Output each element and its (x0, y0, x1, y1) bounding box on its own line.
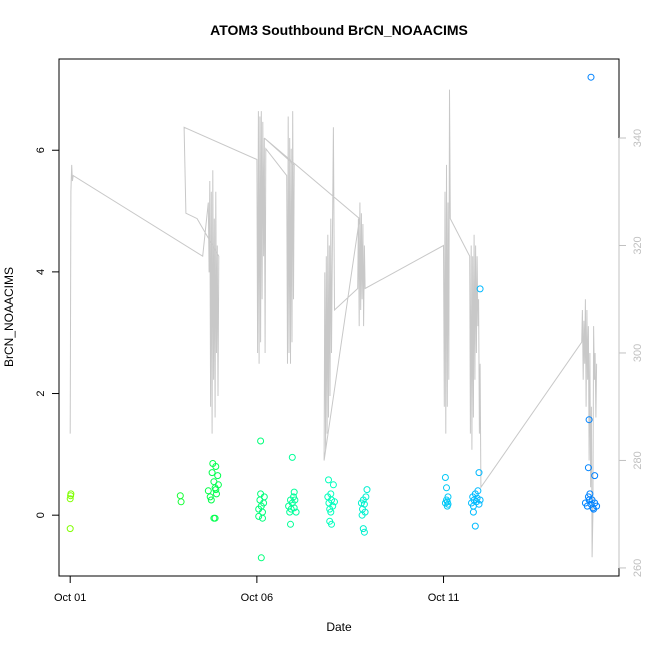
y2-tick-label: 320 (632, 236, 644, 254)
data-point (476, 496, 484, 504)
y-tick-label: 6 (35, 147, 47, 153)
data-point (208, 469, 216, 477)
y2-tick-label: 260 (632, 559, 644, 577)
data-point (329, 502, 337, 510)
data-point (291, 496, 299, 504)
data-point (358, 511, 366, 519)
data-point (587, 73, 595, 81)
data-point (444, 500, 452, 508)
data-point (359, 525, 367, 533)
data-point (325, 476, 332, 484)
y2-axis: 260 280 300 320 340 (618, 129, 644, 577)
data-point (204, 487, 212, 495)
data-point (586, 490, 594, 498)
y-axis: 0 2 4 6 (35, 147, 60, 518)
chart-title: ATOM3 Southbound BrCN_NOAACIMS (210, 22, 468, 38)
data-point (362, 493, 370, 501)
data-point (67, 490, 75, 498)
secondary-series-layer (69, 89, 598, 558)
data-point (441, 474, 449, 481)
data-point (213, 490, 220, 498)
data-point (207, 496, 215, 504)
data-point (331, 498, 338, 506)
y2-tick-label: 340 (632, 129, 644, 147)
data-point (469, 508, 477, 516)
plot-frame (58, 58, 620, 577)
data-point (290, 504, 298, 512)
data-point (259, 514, 266, 522)
data-point (360, 500, 368, 508)
data-point (211, 514, 219, 522)
data-point (287, 520, 294, 528)
data-point (329, 481, 337, 489)
data-point (328, 520, 335, 528)
y2-tick-label: 280 (632, 451, 644, 469)
secondary-series-line (69, 89, 598, 558)
data-point (585, 416, 593, 424)
data-point (443, 484, 450, 492)
data-point (584, 464, 592, 472)
data-point (176, 492, 184, 500)
data-point (474, 487, 482, 495)
data-point (475, 500, 483, 508)
data-point (257, 554, 265, 562)
x-tick-label: Oct 11 (428, 592, 460, 604)
data-point (363, 486, 371, 494)
data-point (589, 504, 597, 512)
y-tick-label: 4 (35, 269, 47, 275)
data-point (292, 508, 300, 516)
data-point (476, 285, 484, 293)
data-point (257, 437, 265, 445)
data-point (66, 495, 74, 503)
data-point (288, 453, 296, 461)
y-tick-label: 2 (35, 390, 47, 396)
points-layer (66, 73, 601, 562)
data-point (177, 498, 185, 506)
data-point (475, 469, 483, 477)
data-point (214, 472, 222, 480)
data-point (255, 512, 263, 520)
data-point (590, 505, 598, 513)
data-point (206, 493, 214, 501)
data-point (444, 493, 452, 501)
data-point (327, 508, 335, 516)
x-tick-label: Oct 06 (241, 592, 273, 604)
data-point (290, 488, 298, 496)
data-point (66, 525, 74, 533)
data-point (212, 486, 220, 494)
data-point (591, 472, 599, 480)
y2-tick-label: 300 (632, 344, 644, 362)
x-axis: Oct 01 Oct 06 Oct 11 (54, 575, 460, 604)
data-point (471, 522, 479, 530)
data-point (588, 496, 596, 504)
data-point (212, 463, 220, 470)
data-point (360, 528, 368, 536)
y-tick-label: 0 (35, 512, 47, 518)
x-axis-label: Date (326, 620, 352, 634)
x-tick-label: Oct 01 (54, 592, 86, 604)
y-axis-label: BrCN_NOAACIMS (2, 267, 16, 367)
data-point (260, 493, 268, 501)
